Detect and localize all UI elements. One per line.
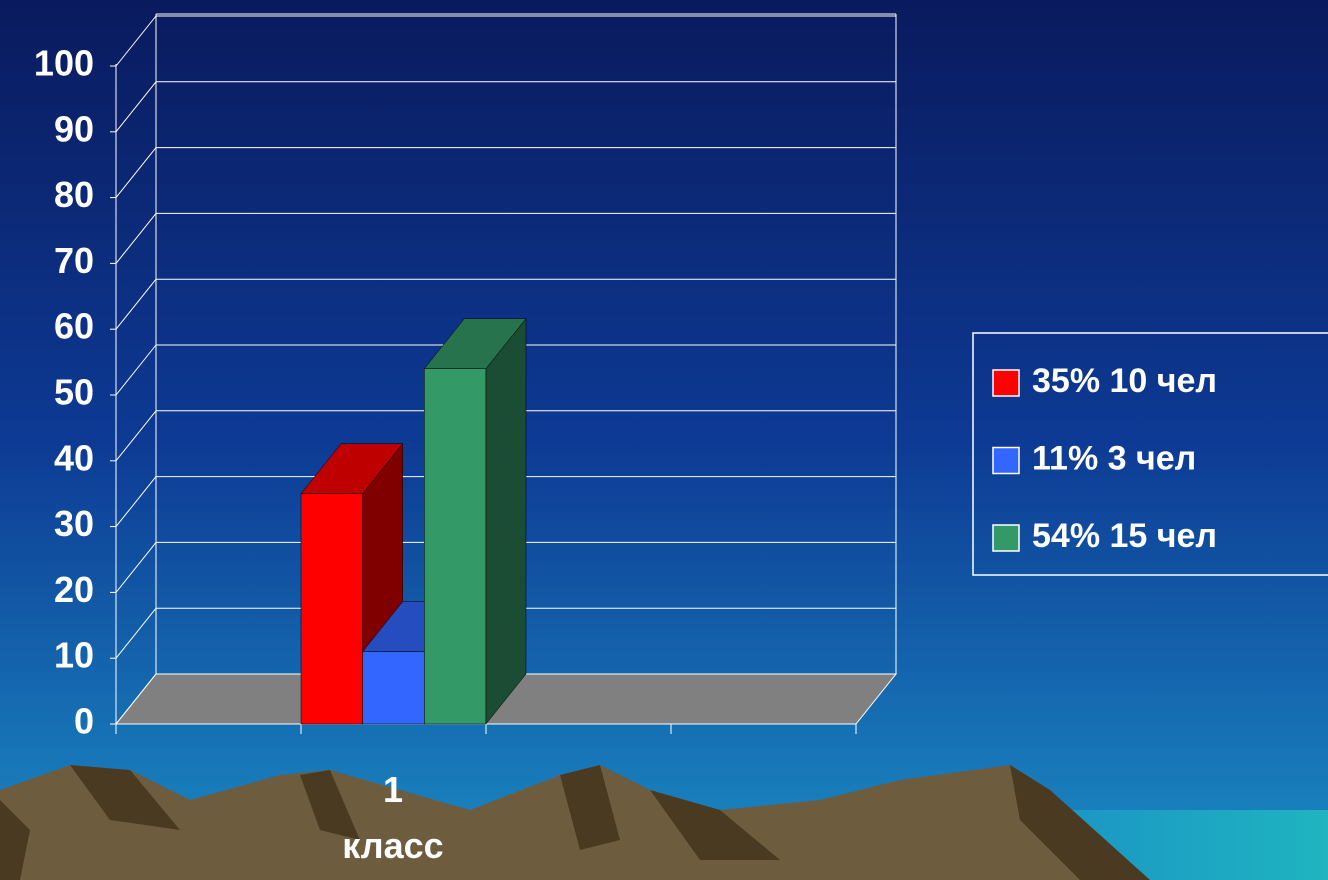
bar — [363, 652, 425, 724]
y-tick-label: 100 — [34, 43, 94, 84]
y-tick-label: 30 — [54, 503, 94, 544]
legend-label: 11% 3 чел — [1032, 439, 1196, 477]
x-tick-label: 1 класс — [338, 762, 448, 874]
y-tick-label: 0 — [74, 701, 94, 742]
legend-swatch — [993, 448, 1019, 474]
y-tick-label: 50 — [54, 372, 94, 413]
chart: 0 10 20 30 40 50 60 70 80 90 100 35% 10 чел 11% 3 че… — [0, 0, 1328, 880]
y-tick-label: 10 — [54, 635, 94, 676]
legend-label: 35% 10 чел — [1032, 362, 1217, 400]
legend-swatch — [993, 525, 1019, 551]
y-tick-label: 20 — [54, 569, 94, 610]
y-tick-label: 60 — [54, 306, 94, 347]
legend-swatch — [993, 370, 1019, 396]
legend-label: 54% 15 чел — [1032, 517, 1217, 555]
y-tick-label: 40 — [54, 437, 94, 478]
slide: 0 10 20 30 40 50 60 70 80 90 100 35% 10 чел 11% 3 че… — [0, 0, 1328, 880]
bar — [301, 494, 363, 724]
bar-side — [486, 319, 526, 724]
bar — [424, 369, 486, 724]
y-tick-label: 70 — [54, 240, 94, 281]
y-tick-label: 90 — [54, 108, 94, 149]
y-tick-label: 80 — [54, 174, 94, 215]
